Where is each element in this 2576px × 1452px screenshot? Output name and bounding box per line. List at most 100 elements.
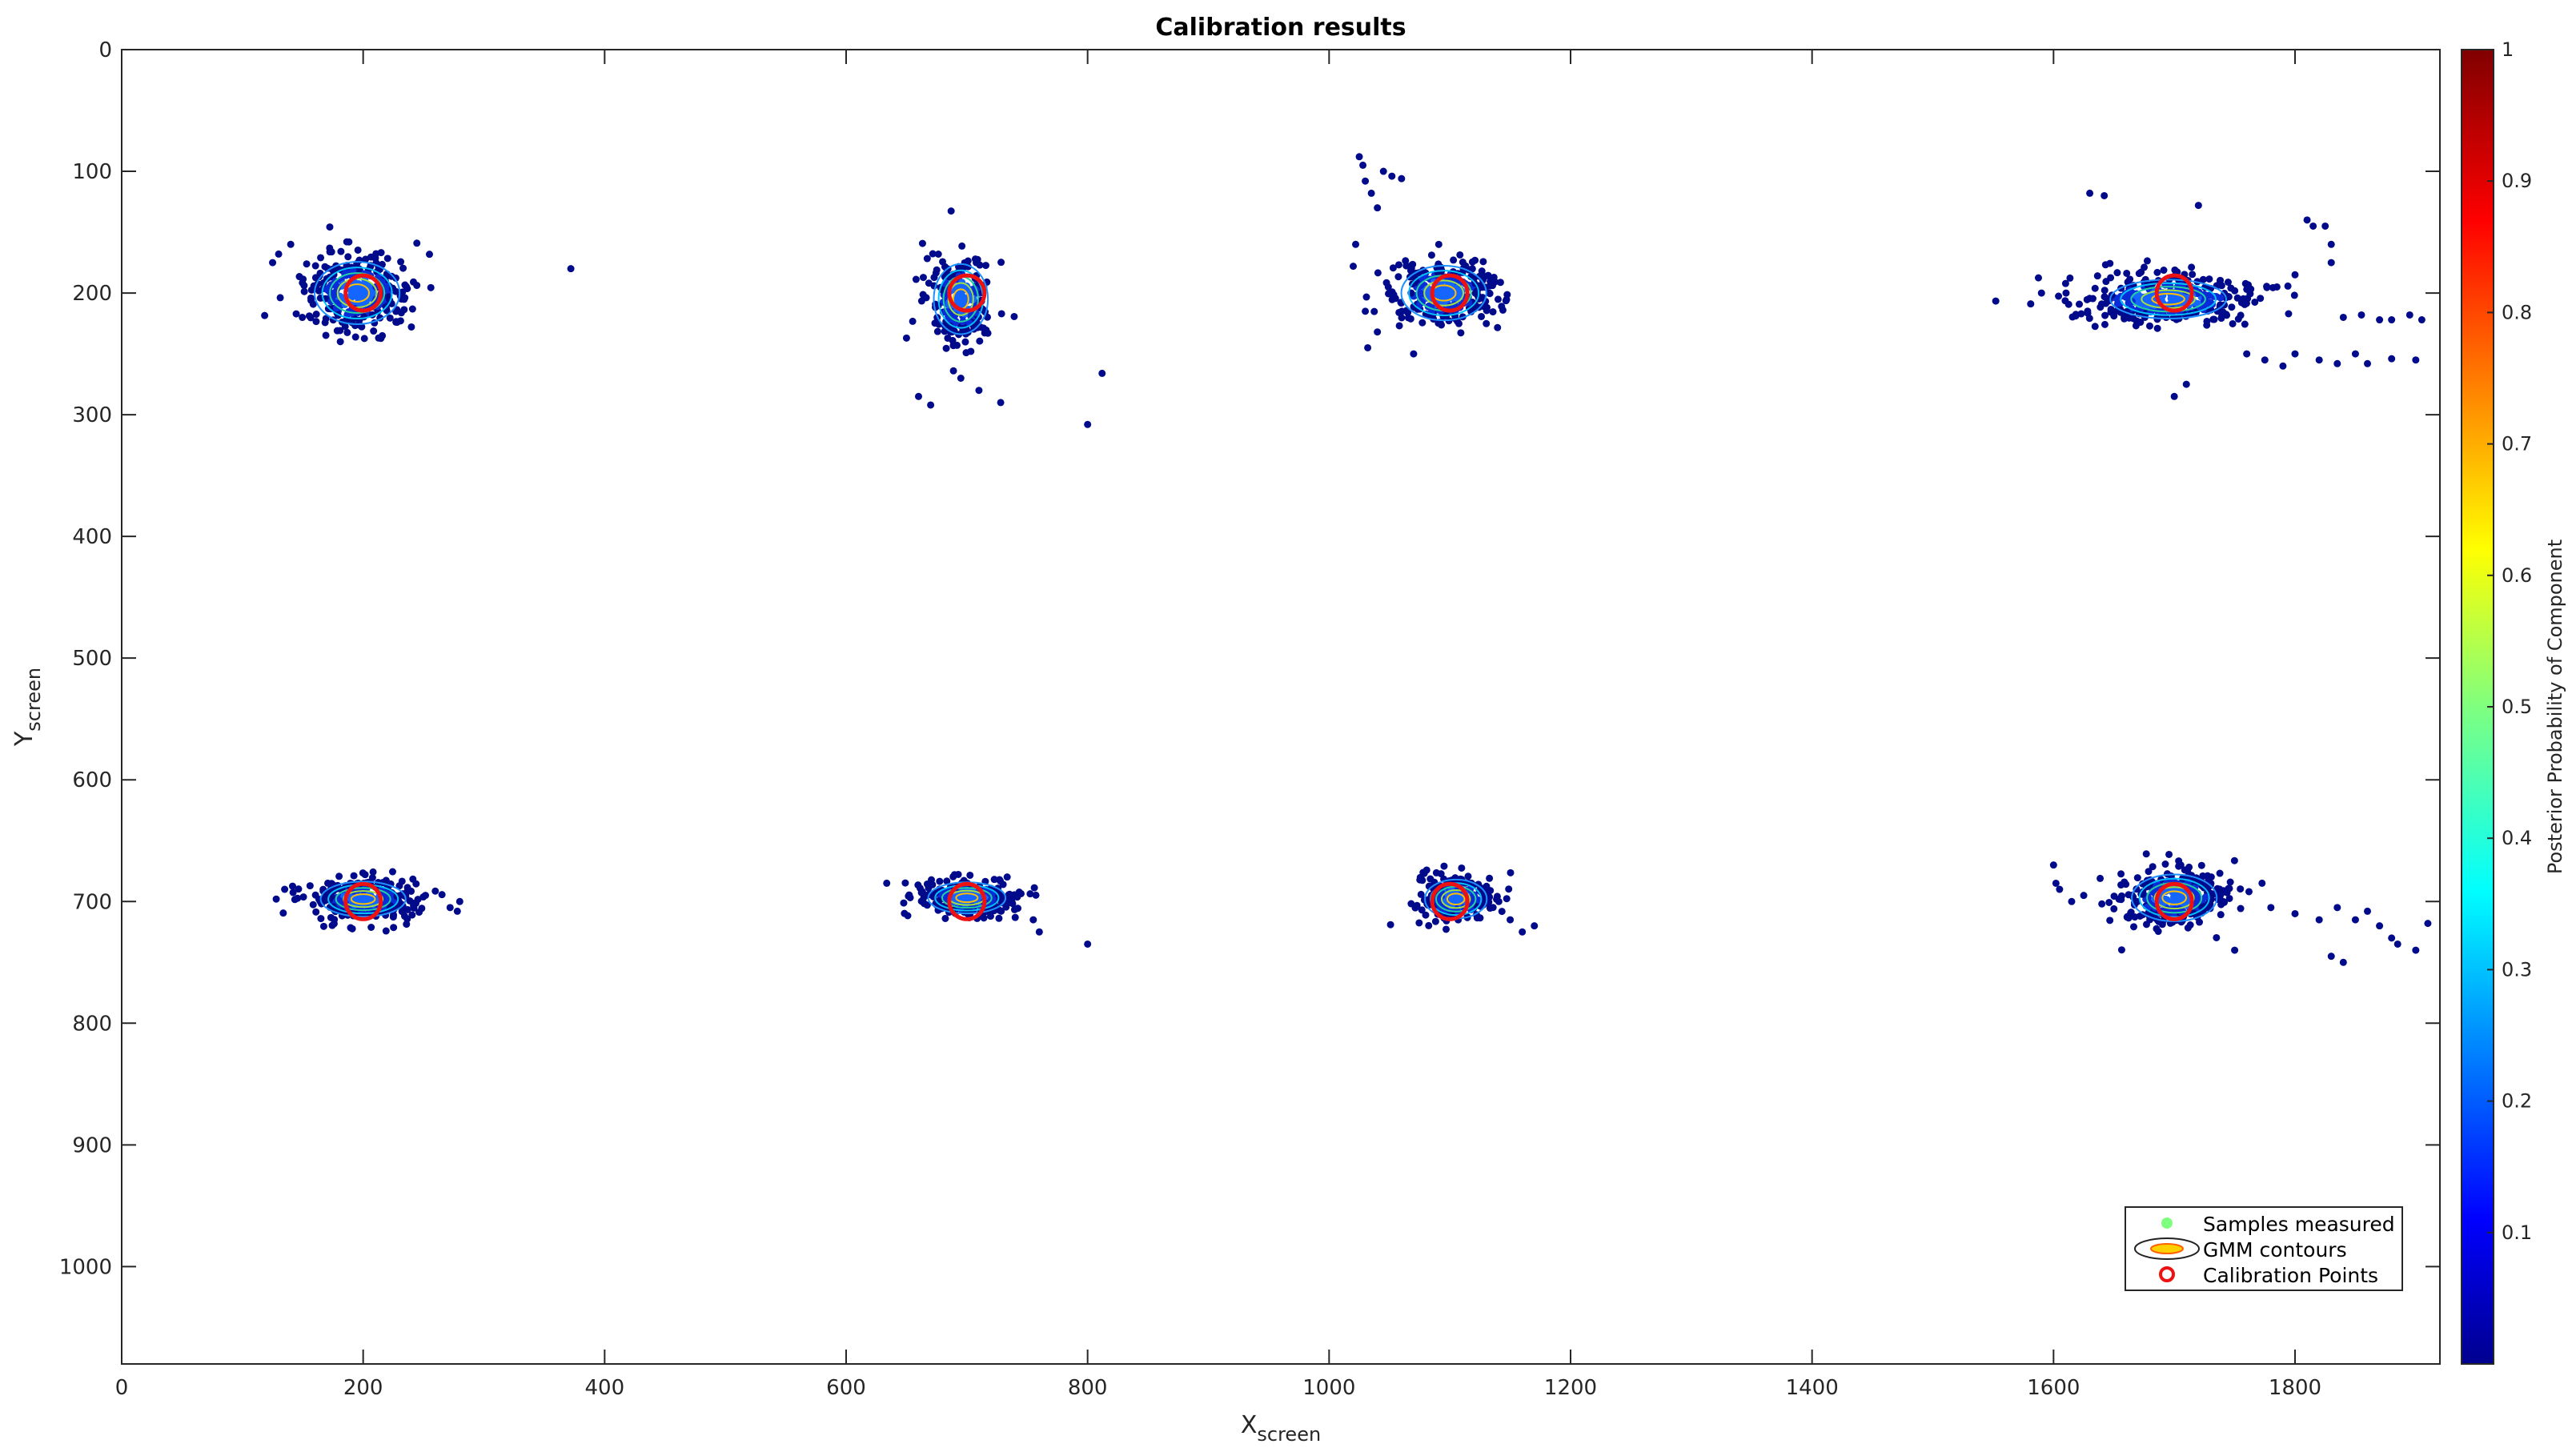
gmm-contour <box>2138 877 2210 918</box>
sample-point <box>395 882 403 890</box>
sample-point <box>909 317 917 325</box>
sample-point <box>2133 874 2141 882</box>
sample-point <box>2130 923 2138 931</box>
sample-point <box>2217 911 2225 919</box>
sample-point <box>1478 312 1486 320</box>
sample-point <box>2129 315 2137 323</box>
sample-point <box>1503 295 1511 303</box>
sample-point <box>413 239 421 247</box>
sample-point <box>975 387 983 395</box>
legend-calibration-marker <box>2159 1266 2175 1282</box>
gmm-contour <box>350 893 376 905</box>
sample-point <box>2091 284 2099 292</box>
sample-point <box>312 908 320 916</box>
colorbar-tick-label: 0.2 <box>2502 1090 2532 1113</box>
sample-point <box>2135 270 2143 278</box>
y-tick-label: 400 <box>72 525 112 549</box>
sample-point <box>2117 870 2125 878</box>
colorbar-tick-label: 0.3 <box>2502 958 2532 981</box>
sample-point <box>413 282 421 290</box>
sample-point <box>2080 892 2088 900</box>
sample-point <box>2285 310 2293 318</box>
sample-point <box>1455 319 1463 327</box>
sample-point <box>362 255 370 263</box>
sample-point <box>1442 925 1451 933</box>
sample-point <box>2105 898 2113 906</box>
sample-point <box>1464 872 1472 880</box>
x-axis-label-main: X <box>1241 1411 1258 1439</box>
sample-point <box>328 921 336 929</box>
x-tick-label: 1400 <box>1786 1376 1839 1400</box>
sample-point <box>2251 298 2259 306</box>
sample-point <box>322 315 330 323</box>
sample-point <box>2107 305 2115 313</box>
sample-point <box>306 882 314 890</box>
sample-point <box>944 334 952 342</box>
sample-point <box>2117 896 2125 904</box>
sample-point <box>1084 420 1092 428</box>
sample-point <box>386 314 394 322</box>
sample-point <box>1503 895 1511 903</box>
sample-point <box>370 327 378 335</box>
sample-point <box>2097 874 2105 882</box>
sample-point <box>2197 861 2205 869</box>
y-tick-label: 100 <box>72 160 112 184</box>
legend-samples-label: Samples measured <box>2203 1213 2395 1236</box>
sample-point <box>2231 287 2239 295</box>
sample-point <box>399 264 407 272</box>
sample-point <box>292 310 300 318</box>
gmm-contour <box>2120 282 2217 316</box>
sample-point <box>2084 309 2092 317</box>
gmm-contour <box>1400 265 1487 322</box>
sample-point <box>341 323 349 331</box>
sample-point <box>1992 297 2000 305</box>
sample-point <box>936 877 944 885</box>
sample-point <box>2224 279 2232 287</box>
sample-point <box>941 914 949 922</box>
sample-point <box>367 253 375 261</box>
sample-point <box>2101 191 2109 199</box>
sample-point <box>408 911 416 919</box>
sample-point <box>1362 307 1370 315</box>
calibration-point <box>1430 273 1470 313</box>
sample-point <box>990 876 998 884</box>
sample-point <box>401 294 409 302</box>
sample-point <box>2279 362 2287 370</box>
sample-point <box>438 891 446 899</box>
x-tick-label: 1000 <box>1302 1376 1355 1400</box>
sample-point <box>1476 914 1484 922</box>
sample-point <box>1455 896 1463 904</box>
sample-point <box>300 287 308 295</box>
legend-samples-marker <box>2161 1217 2173 1229</box>
sample-point <box>2145 322 2153 330</box>
sample-point <box>2388 355 2396 363</box>
sample-point <box>942 344 950 352</box>
sample-point <box>2412 356 2420 364</box>
sample-point <box>400 306 408 314</box>
sample-point <box>383 255 391 263</box>
sample-point <box>1382 279 1390 287</box>
y-tick-label: 500 <box>72 647 112 671</box>
sample-point <box>938 890 946 898</box>
colorbar-tick-label: 0.4 <box>2502 827 2532 849</box>
sample-point <box>2194 202 2202 210</box>
y-axis-label-main: Y <box>10 731 38 747</box>
sample-point <box>2125 914 2133 922</box>
sample-point <box>1496 279 1504 287</box>
sample-point <box>2228 303 2236 311</box>
sample-point <box>327 248 335 256</box>
gmm-contour <box>2153 886 2195 910</box>
sample-point <box>2258 879 2266 887</box>
sample-point <box>1026 890 1034 898</box>
sample-point <box>299 314 307 322</box>
sample-point <box>2241 320 2249 328</box>
sample-point <box>934 251 942 259</box>
sample-point <box>276 294 284 302</box>
sample-point <box>379 331 387 339</box>
sample-point <box>2117 881 2125 889</box>
sample-point <box>269 259 277 267</box>
sample-point <box>327 913 335 921</box>
gmm-contour <box>933 263 989 335</box>
legend-contours-label: GMM contours <box>2203 1238 2347 1261</box>
sample-point <box>347 924 355 932</box>
